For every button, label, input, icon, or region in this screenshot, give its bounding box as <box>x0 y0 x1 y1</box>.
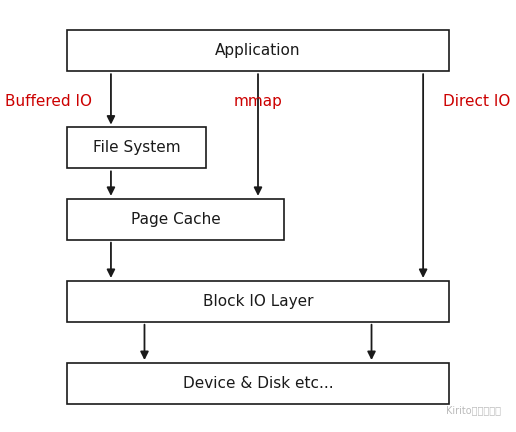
Bar <box>67 127 206 168</box>
Text: Application: Application <box>215 43 301 58</box>
Text: Kirito的技术分享: Kirito的技术分享 <box>445 405 501 415</box>
Bar <box>67 363 449 404</box>
Text: Buffered IO: Buffered IO <box>5 94 92 109</box>
Text: Page Cache: Page Cache <box>131 212 220 227</box>
Text: mmap: mmap <box>234 94 282 109</box>
Text: Direct IO: Direct IO <box>443 94 511 109</box>
Bar <box>67 281 449 322</box>
Bar <box>67 199 284 240</box>
Text: Device & Disk etc...: Device & Disk etc... <box>183 376 333 391</box>
Text: File System: File System <box>93 140 181 156</box>
Text: Block IO Layer: Block IO Layer <box>203 294 313 309</box>
Bar <box>67 30 449 71</box>
